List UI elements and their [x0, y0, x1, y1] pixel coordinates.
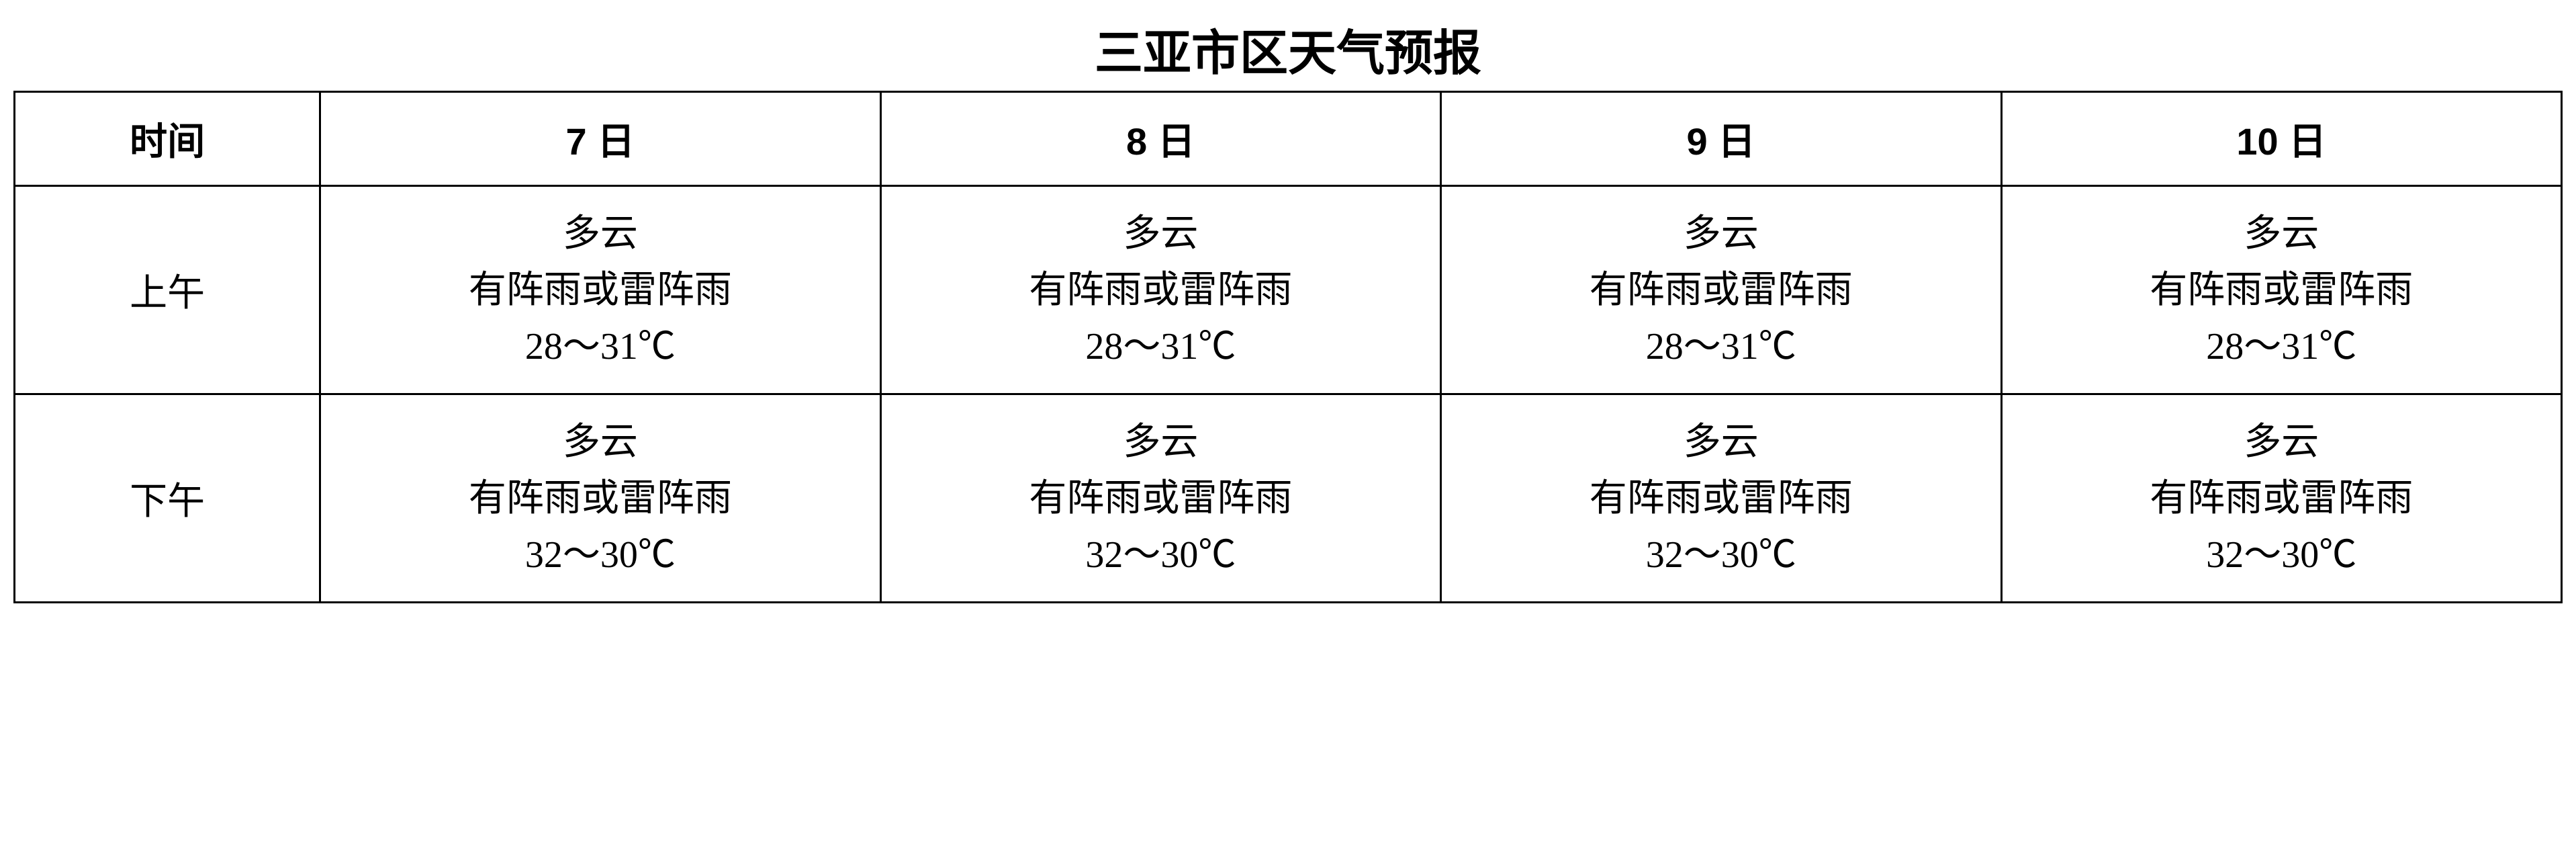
weather-detail: 有阵雨或雷阵雨 [328, 470, 872, 527]
table-row-morning: 上午 多云 有阵雨或雷阵雨 28～31℃ 多云 有阵雨或雷阵雨 28～31℃ 多… [15, 186, 2562, 394]
weather-condition: 多云 [2009, 206, 2554, 262]
date-header: 10 日 [2001, 92, 2561, 186]
weather-temp: 32～30℃ [1448, 527, 1993, 583]
weather-cell: 多云 有阵雨或雷阵雨 28～31℃ [880, 186, 1440, 394]
weather-cell: 多云 有阵雨或雷阵雨 32～30℃ [320, 394, 880, 603]
table-header-row: 时间 7 日 8 日 9 日 10 日 [15, 92, 2562, 186]
weather-cell: 多云 有阵雨或雷阵雨 28～31℃ [2001, 186, 2561, 394]
weather-condition: 多云 [1448, 206, 1993, 262]
weather-temp: 28～31℃ [1448, 318, 1993, 375]
weather-condition: 多云 [328, 206, 872, 262]
weather-cell: 多云 有阵雨或雷阵雨 32～30℃ [2001, 394, 2561, 603]
date-header: 7 日 [320, 92, 880, 186]
weather-cell: 多云 有阵雨或雷阵雨 32～30℃ [880, 394, 1440, 603]
period-label: 下午 [15, 394, 320, 603]
weather-condition: 多云 [2009, 414, 2554, 470]
weather-condition: 多云 [888, 206, 1433, 262]
period-label: 上午 [15, 186, 320, 394]
weather-detail: 有阵雨或雷阵雨 [888, 262, 1433, 318]
weather-detail: 有阵雨或雷阵雨 [2009, 470, 2554, 527]
weather-condition: 多云 [328, 414, 872, 470]
weather-temp: 28～31℃ [2009, 318, 2554, 375]
weather-temp: 28～31℃ [888, 318, 1433, 375]
weather-detail: 有阵雨或雷阵雨 [1448, 470, 1993, 527]
weather-temp: 32～30℃ [888, 527, 1433, 583]
date-header: 8 日 [880, 92, 1440, 186]
forecast-title: 三亚市区天气预报 [13, 13, 2563, 84]
weather-detail: 有阵雨或雷阵雨 [1448, 262, 1993, 318]
weather-temp: 28～31℃ [328, 318, 872, 375]
weather-temp: 32～30℃ [2009, 527, 2554, 583]
time-header: 时间 [15, 92, 320, 186]
table-row-afternoon: 下午 多云 有阵雨或雷阵雨 32～30℃ 多云 有阵雨或雷阵雨 32～30℃ 多… [15, 394, 2562, 603]
weather-condition: 多云 [888, 414, 1433, 470]
date-header: 9 日 [1441, 92, 2001, 186]
weather-condition: 多云 [1448, 414, 1993, 470]
weather-detail: 有阵雨或雷阵雨 [888, 470, 1433, 527]
weather-cell: 多云 有阵雨或雷阵雨 28～31℃ [1441, 186, 2001, 394]
forecast-table: 时间 7 日 8 日 9 日 10 日 上午 多云 有阵雨或雷阵雨 28～31℃… [13, 91, 2563, 603]
weather-cell: 多云 有阵雨或雷阵雨 32～30℃ [1441, 394, 2001, 603]
weather-forecast-container: 三亚市区天气预报 时间 7 日 8 日 9 日 10 日 上午 多云 有阵雨或雷… [13, 13, 2563, 603]
weather-cell: 多云 有阵雨或雷阵雨 28～31℃ [320, 186, 880, 394]
weather-temp: 32～30℃ [328, 527, 872, 583]
weather-detail: 有阵雨或雷阵雨 [2009, 262, 2554, 318]
weather-detail: 有阵雨或雷阵雨 [328, 262, 872, 318]
